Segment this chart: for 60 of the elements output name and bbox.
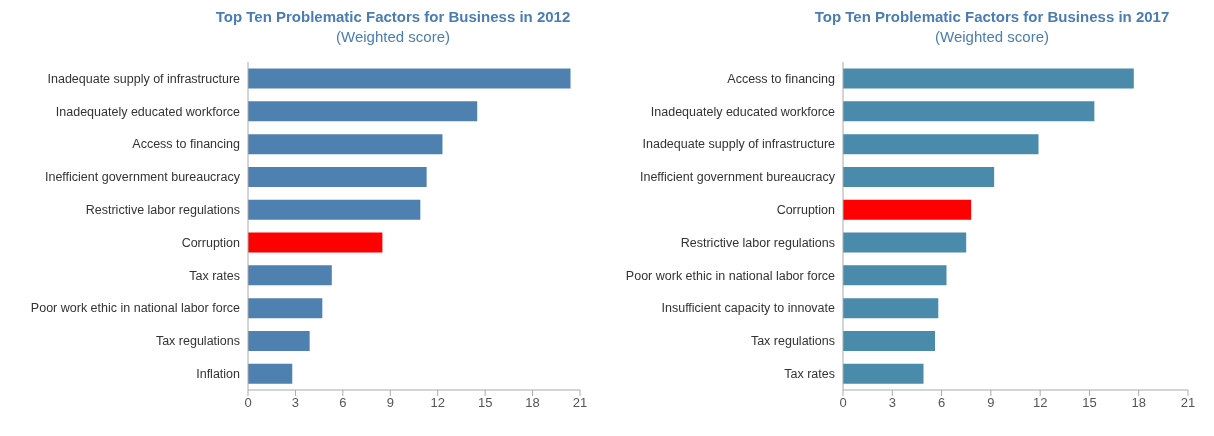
y-tick-label: Restrictive labor regulations — [680, 235, 835, 250]
y-tick-label: Poor work ethic in national labor force — [625, 268, 836, 283]
y-tick-label: Access to financing — [727, 71, 836, 86]
x-tick-label: 12 — [430, 395, 445, 411]
y-tick-label: Inadequate supply of infrastructure — [47, 71, 241, 86]
x-tick-label: 3 — [888, 395, 896, 411]
y-tick-label: Tax regulations — [155, 334, 240, 349]
x-tick-label: 9 — [987, 395, 995, 411]
bar — [248, 363, 293, 384]
chart-title: Top Ten Problematic Factors for Business in 2012 — [214, 8, 572, 27]
bar — [248, 232, 383, 253]
chart-title: Top Ten Problematic Factors for Business in 2017 — [813, 8, 1171, 27]
y-tick-label: Inflation — [196, 367, 241, 382]
y-tick-label: Inadequately educated workforce — [55, 104, 241, 119]
y-tick-label: Tax rates — [189, 268, 240, 283]
bar — [843, 166, 995, 187]
x-tick-label: 18 — [1131, 395, 1146, 411]
x-tick-label: 6 — [339, 395, 347, 411]
x-tick-label: 15 — [1082, 395, 1097, 411]
bar — [248, 68, 571, 89]
bar — [248, 101, 478, 122]
y-tick-label: Insufficient capacity to innovate — [661, 301, 836, 316]
bar — [843, 298, 939, 319]
x-tick-label: 18 — [525, 395, 540, 411]
y-tick-label: Access to financing — [132, 137, 241, 152]
bar — [843, 134, 1039, 155]
bar — [248, 166, 427, 187]
bar — [248, 265, 332, 286]
x-tick-label: 9 — [386, 395, 394, 411]
x-tick-label: 15 — [477, 395, 493, 411]
y-tick-label: Poor work ethic in national labor force — [30, 301, 241, 316]
y-tick-label: Inefficient government bureaucracy — [639, 170, 836, 185]
bar — [843, 265, 947, 286]
y-tick-label: Corruption — [181, 235, 241, 250]
y-tick-label: Inefficient government bureaucracy — [44, 170, 241, 185]
x-tick-label: 21 — [1180, 395, 1196, 411]
y-tick-label: Tax regulations — [750, 334, 835, 349]
x-tick-label: 6 — [937, 395, 946, 411]
bar — [843, 68, 1134, 89]
chart-subtitle: (Weighted score) — [934, 28, 1050, 47]
bar — [843, 232, 967, 253]
y-tick-label: Tax rates — [784, 367, 835, 382]
bar — [248, 330, 310, 351]
y-tick-label: Corruption — [776, 203, 836, 218]
x-tick-label: 21 — [572, 395, 588, 411]
bar — [248, 298, 323, 319]
y-tick-label: Restrictive labor regulations — [85, 203, 240, 218]
bar — [248, 134, 443, 155]
bar — [248, 199, 421, 220]
x-tick-label: 3 — [291, 395, 300, 411]
bar — [843, 330, 935, 351]
y-tick-label: Inadequate supply of infrastructure — [642, 137, 836, 152]
x-tick-label: 12 — [1032, 395, 1048, 411]
y-tick-label: Inadequately educated workforce — [650, 104, 836, 119]
x-tick-label: 0 — [839, 395, 847, 411]
bar — [843, 199, 972, 220]
chart-subtitle: (Weighted score) — [335, 28, 451, 47]
bar — [843, 101, 1095, 122]
x-tick-label: 0 — [244, 395, 252, 411]
bar — [843, 363, 924, 384]
